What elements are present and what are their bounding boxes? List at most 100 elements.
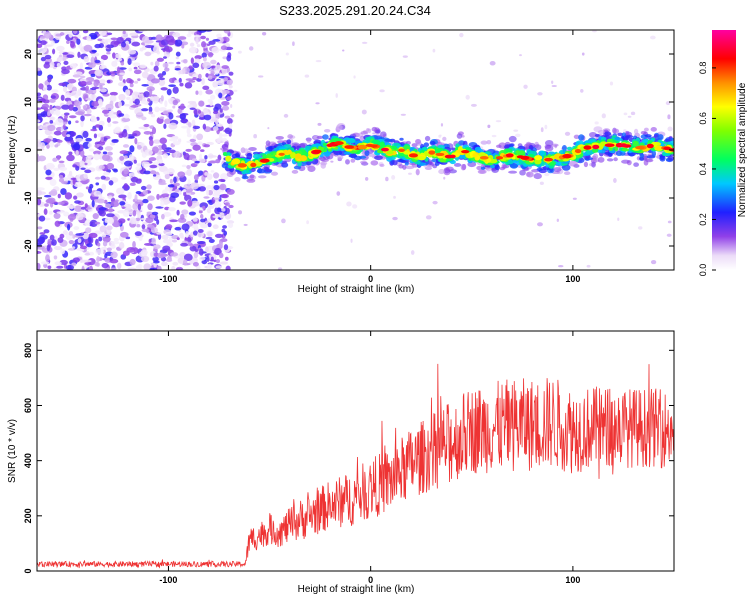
noise-speckle (134, 137, 138, 145)
snr-ytick-label: 400 (23, 453, 33, 468)
noise-speckle (215, 265, 223, 269)
noise-speckle (77, 51, 81, 58)
ridge-blob (606, 158, 614, 162)
noise-speckle (37, 189, 42, 196)
ridge-blob (404, 161, 409, 166)
noise-speckle (70, 90, 79, 97)
noise-speckle (210, 59, 217, 65)
noise-speckle (162, 211, 172, 217)
noise-speckle (49, 140, 55, 148)
ridge-blob (442, 136, 447, 142)
noise-speckle (73, 143, 81, 151)
ridge-peak (635, 145, 645, 150)
noise-speckle (190, 200, 200, 207)
noise-speckle (118, 100, 122, 108)
noise-speckle (54, 261, 62, 266)
noise-speckle (178, 77, 182, 83)
noise-speckle (158, 77, 166, 81)
noise-speckle (400, 113, 406, 116)
noise-speckle (221, 67, 228, 75)
noise-speckle (56, 155, 61, 161)
noise-speckle (196, 232, 205, 238)
noise-speckle (73, 195, 78, 200)
noise-speckle (99, 65, 106, 70)
ridge-blob (262, 154, 267, 160)
noise-speckle (88, 62, 96, 68)
noise-speckle (64, 114, 68, 120)
noise-speckle (188, 30, 192, 35)
noise-speckle (195, 37, 199, 45)
noise-speckle (551, 80, 554, 84)
noise-speckle (108, 71, 117, 74)
noise-speckle (495, 120, 502, 123)
noise-speckle (187, 199, 193, 207)
noise-speckle (148, 238, 152, 244)
noise-speckle (67, 223, 71, 231)
noise-speckle (207, 160, 217, 164)
noise-speckle (37, 155, 47, 162)
noise-speckle (230, 113, 235, 118)
noise-speckle (100, 58, 105, 66)
noise-speckle (121, 206, 125, 210)
noise-speckle (39, 232, 46, 235)
snr-ytick-label: 600 (23, 398, 33, 413)
noise-speckle (53, 212, 61, 219)
noise-speckle (129, 145, 135, 153)
noise-speckle (72, 164, 78, 168)
noise-speckle (140, 100, 150, 105)
noise-speckle (39, 234, 48, 240)
noise-speckle (105, 103, 114, 111)
noise-speckle (84, 252, 91, 256)
noise-speckle (44, 194, 52, 198)
noise-speckle (105, 203, 112, 209)
noise-speckle (179, 82, 184, 87)
noise-speckle (366, 128, 370, 132)
noise-speckle (179, 201, 186, 205)
noise-speckle (103, 171, 110, 176)
ridge-blob (360, 160, 368, 164)
ridge-blob (592, 153, 599, 160)
noise-speckle (42, 84, 48, 92)
noise-speckle (193, 251, 199, 259)
noise-speckle (118, 194, 127, 199)
ridge-blob (553, 167, 562, 172)
noise-speckle (166, 167, 175, 175)
noise-speckle (134, 231, 142, 237)
noise-speckle (408, 172, 412, 175)
noise-speckle (225, 265, 231, 270)
noise-speckle (199, 214, 204, 219)
ridge-blob (583, 161, 589, 168)
noise-speckle (67, 205, 76, 209)
spectrogram-ytick-label: 0 (23, 147, 33, 152)
noise-speckle (102, 109, 110, 114)
noise-speckle (86, 178, 90, 183)
noise-speckle (98, 236, 103, 242)
noise-speckle (237, 50, 242, 54)
noise-speckle (83, 113, 92, 117)
noise-speckle (136, 224, 141, 228)
ridge-peak (237, 163, 247, 168)
noise-speckle (109, 258, 119, 264)
noise-speckle (53, 167, 60, 172)
ridge-blob (544, 144, 552, 149)
noise-speckle (150, 113, 156, 118)
noise-speckle (50, 40, 55, 46)
noise-speckle (189, 107, 196, 111)
noise-speckle (141, 83, 149, 87)
noise-speckle (465, 94, 470, 100)
ridge-blob (316, 135, 324, 140)
noise-speckle (68, 31, 73, 38)
noise-speckle (207, 231, 213, 237)
noise-speckle (102, 151, 108, 155)
noise-speckle (80, 206, 86, 210)
noise-speckle (97, 98, 103, 105)
noise-speckle (176, 209, 180, 216)
noise-speckle (102, 154, 111, 161)
noise-speckle (95, 182, 100, 186)
colorbar-tick-label: 0.4 (698, 163, 708, 176)
noise-speckle (194, 160, 201, 164)
noise-speckle (335, 93, 338, 98)
noise-speckle (59, 233, 65, 239)
ridge-blob (286, 139, 292, 145)
ridge-blob (405, 165, 415, 170)
